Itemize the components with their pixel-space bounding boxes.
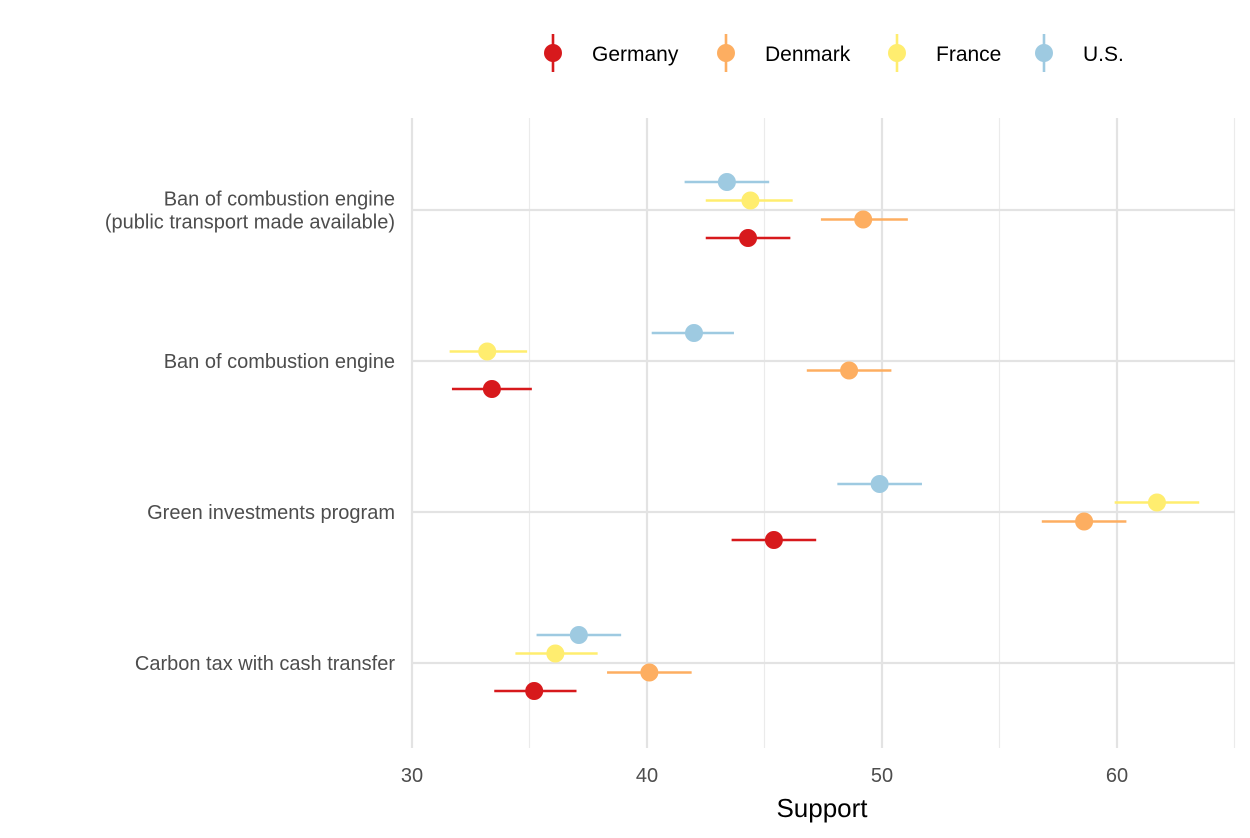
category-label: Ban of combustion engine bbox=[164, 189, 395, 211]
legend-key-point bbox=[888, 44, 906, 62]
legend-key-point bbox=[544, 44, 562, 62]
legend-key bbox=[717, 34, 735, 72]
category-label: (public transport made available) bbox=[105, 212, 395, 234]
y-axis-labels: Ban of combustion engine(public transpor… bbox=[105, 189, 395, 676]
data-point bbox=[1075, 512, 1094, 531]
data-point bbox=[764, 531, 783, 549]
legend: Germany Denmark France U.S. bbox=[544, 34, 1124, 72]
legend-label: France bbox=[936, 43, 1001, 66]
x-tick-label: 40 bbox=[636, 765, 658, 787]
data-point bbox=[685, 324, 703, 342]
data-point bbox=[569, 626, 588, 644]
data-point bbox=[478, 342, 497, 361]
data-point bbox=[525, 682, 544, 700]
data-point bbox=[854, 210, 873, 229]
legend-key-point bbox=[717, 44, 735, 62]
data-marks bbox=[449, 173, 1200, 700]
data-point bbox=[741, 191, 760, 210]
x-tick-label: 50 bbox=[871, 765, 893, 787]
x-tick-label: 30 bbox=[401, 765, 423, 787]
category-label: Green investments program bbox=[147, 502, 395, 524]
legend-key-point bbox=[1035, 44, 1053, 62]
legend-key bbox=[888, 34, 906, 72]
category-label: Carbon tax with cash transfer bbox=[135, 653, 395, 675]
x-tick-label: 60 bbox=[1106, 765, 1128, 787]
data-point bbox=[840, 361, 859, 380]
data-point bbox=[739, 229, 758, 247]
category-label: Ban of combustion engine bbox=[164, 351, 395, 373]
grid bbox=[410, 118, 1236, 748]
data-point bbox=[546, 644, 565, 663]
legend-label: U.S. bbox=[1083, 43, 1124, 66]
legend-label: Denmark bbox=[765, 43, 851, 66]
legend-key bbox=[1035, 34, 1053, 72]
data-point bbox=[640, 663, 659, 682]
data-point bbox=[717, 173, 736, 191]
data-point bbox=[870, 475, 889, 493]
data-point bbox=[482, 380, 501, 398]
legend-label: Germany bbox=[592, 43, 679, 66]
data-point bbox=[1147, 493, 1166, 512]
legend-key bbox=[544, 34, 562, 72]
x-axis-title: Support bbox=[776, 793, 868, 823]
x-axis-tick-labels: 30 40 50 60 bbox=[401, 765, 1128, 787]
